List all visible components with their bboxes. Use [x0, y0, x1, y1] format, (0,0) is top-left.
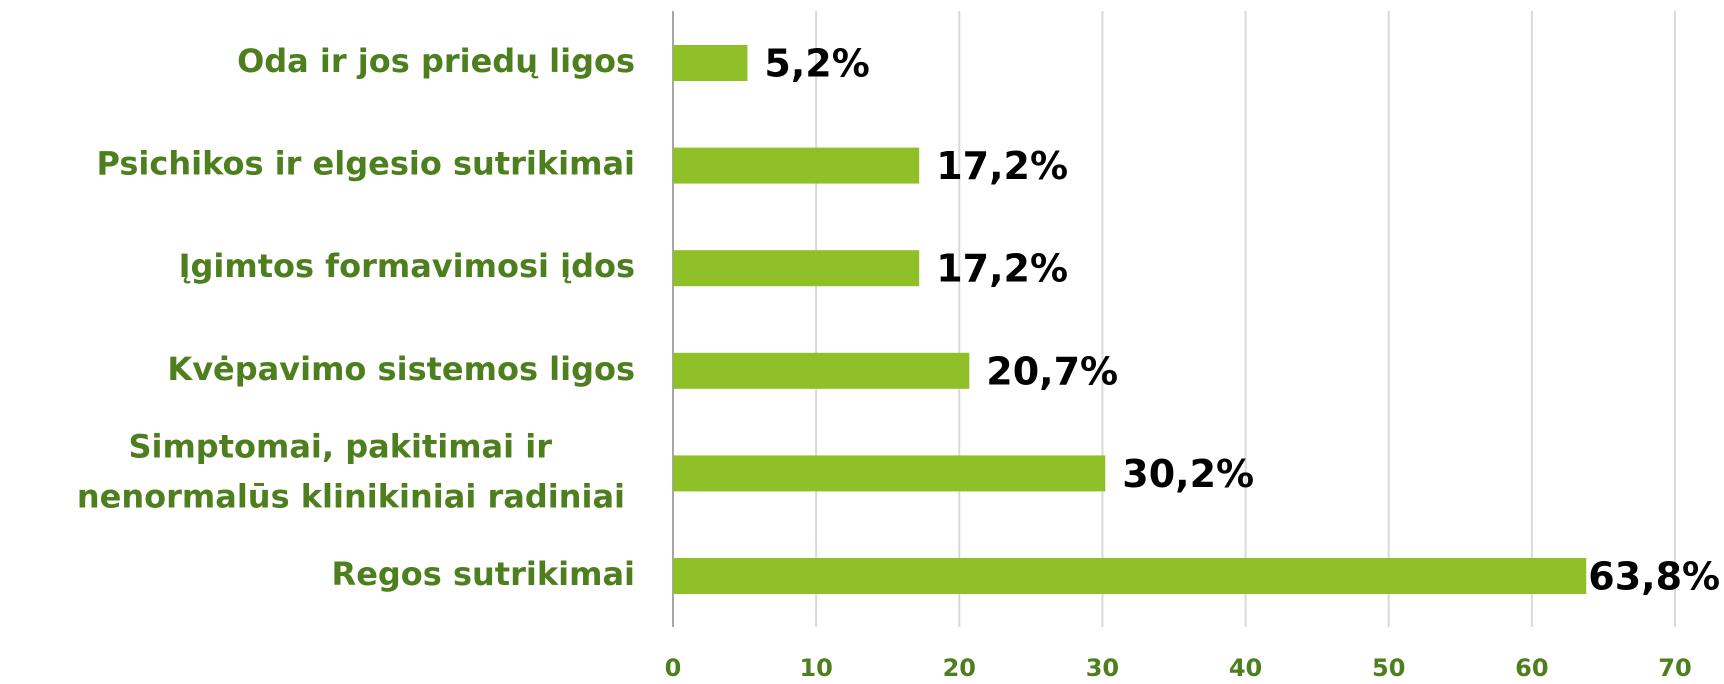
bar: [673, 147, 920, 184]
y-tick-label: Regos sutrikimai: [332, 555, 635, 593]
x-tick-label: 60: [1515, 654, 1548, 682]
bar: [673, 558, 1587, 594]
value-label: 17,2%: [936, 247, 1068, 291]
x-tick-label: 0: [665, 654, 682, 682]
y-tick-label: Simptomai, pakitimai ir nenormalūs klinik…: [77, 427, 625, 515]
value-label: 30,2%: [1122, 452, 1254, 496]
label-line: nenormalūs klinikiniai radiniai: [77, 477, 625, 515]
x-tick-label: 70: [1658, 654, 1691, 682]
x-tick-label: 30: [1086, 654, 1119, 682]
y-tick-label: Oda ir jos priedų ligos: [237, 42, 635, 80]
bar: [673, 352, 970, 389]
bar: [673, 45, 748, 81]
x-tick-label: 50: [1372, 654, 1405, 682]
x-tick-label: 40: [1229, 654, 1262, 682]
y-tick-label: Psichikos ir elgesio sutrikimai: [96, 145, 635, 183]
value-label: 20,7%: [986, 349, 1118, 393]
bar: [673, 455, 1106, 492]
value-label: 63,8%: [1588, 555, 1720, 599]
label-line: Simptomai, pakitimai ir: [128, 427, 552, 465]
x-tick-label: 20: [943, 654, 976, 682]
value-label: 17,2%: [936, 144, 1068, 188]
bar: [673, 250, 920, 287]
y-tick-label: Įgimtos formavimosi įdos: [179, 247, 635, 285]
x-tick-label: 10: [799, 654, 832, 682]
y-tick-label: Kvėpavimo sistemos ligos: [167, 350, 635, 388]
value-label: 5,2%: [764, 42, 869, 86]
